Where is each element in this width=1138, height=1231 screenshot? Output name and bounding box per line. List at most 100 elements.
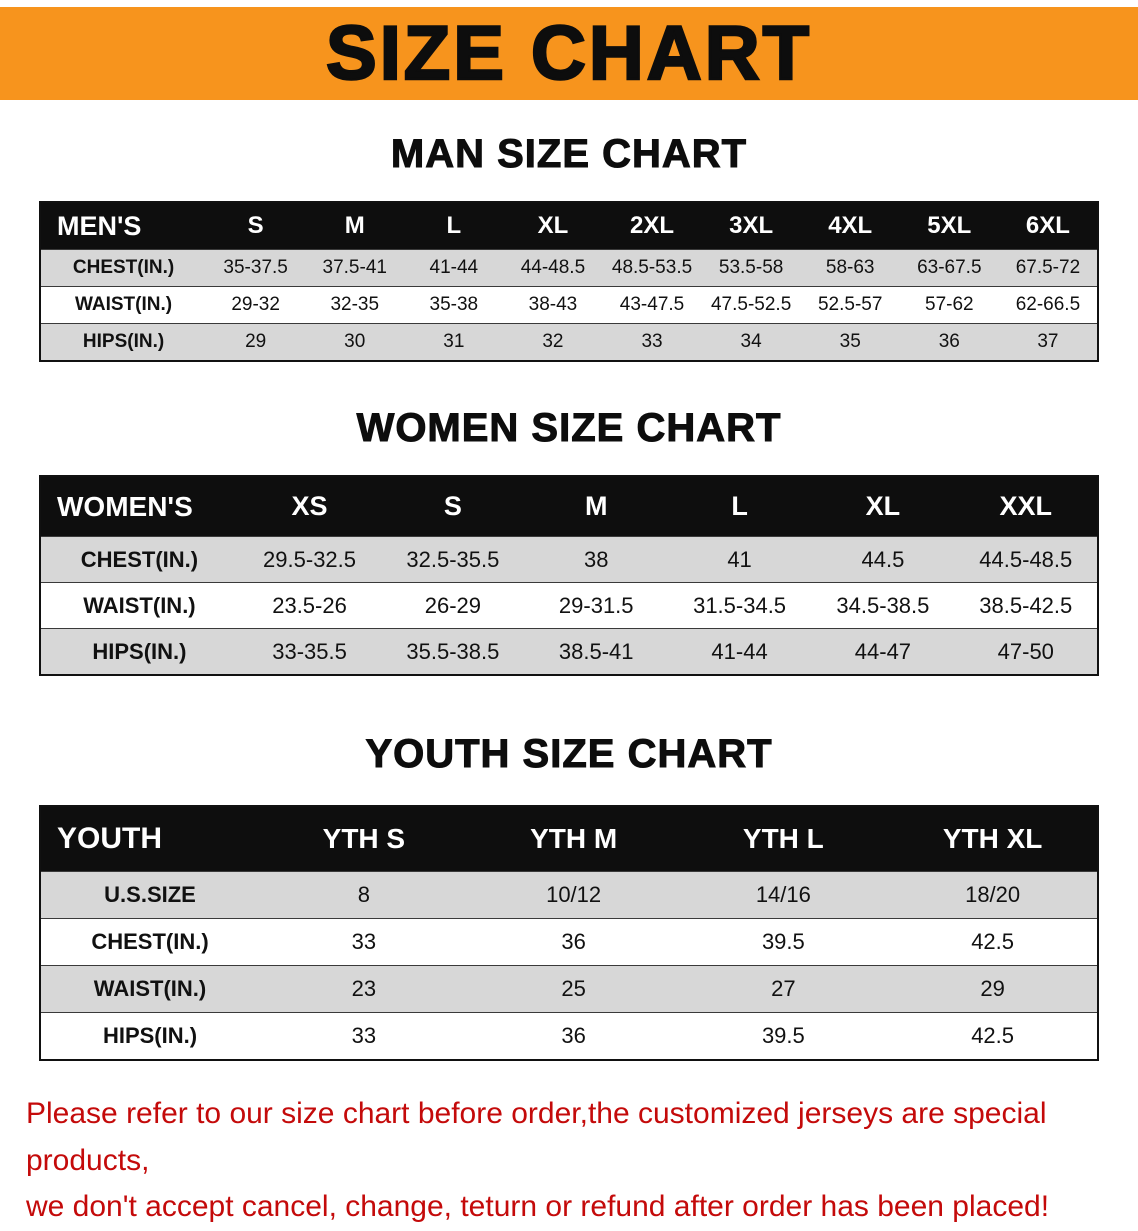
size-chart-banner: SIZE CHART (0, 7, 1138, 100)
size-header-cell: S (206, 202, 306, 250)
value-cell: 31.5-34.5 (667, 582, 812, 629)
value-cell: 35-38 (404, 286, 504, 324)
table-header-row: MEN'S S M L XL 2XL 3XL 4XL 5XL 6XL (40, 202, 1098, 250)
value-cell: 33 (259, 1012, 469, 1060)
table-row: WAIST(IN.) 23.5-26 26-29 29-31.5 31.5-34.5 34… (40, 582, 1098, 629)
value-cell: 67.5-72 (998, 249, 1098, 287)
size-header-cell: XS (237, 476, 382, 537)
value-cell: 32.5-35.5 (381, 536, 525, 583)
value-cell: 41-44 (404, 249, 504, 287)
order-notice: Please refer to our size chart before or… (26, 1091, 1112, 1231)
value-cell: 44.5-48.5 (954, 536, 1098, 583)
value-cell: 47-50 (954, 628, 1098, 675)
value-cell: 38.5-42.5 (954, 582, 1098, 629)
row-label-cell: WAIST(IN.) (40, 965, 260, 1013)
value-cell: 53.5-58 (701, 249, 801, 287)
value-cell: 36 (468, 918, 679, 966)
value-cell: 38.5-41 (524, 628, 668, 675)
youth-section-heading: YOUTH SIZE CHART (365, 732, 773, 777)
table-row: CHEST(IN.) 35-37.5 37.5-41 41-44 44-48.5 48.5… (40, 249, 1098, 287)
value-cell: 33 (602, 323, 702, 361)
value-cell: 30 (305, 323, 405, 361)
table-header-row: YOUTH YTH S YTH M YTH L YTH XL (40, 806, 1098, 872)
row-label-cell: CHEST(IN.) (40, 918, 260, 966)
row-label-cell: HIPS(IN.) (40, 1012, 260, 1060)
size-header-cell: 6XL (998, 202, 1098, 250)
size-header-cell: XL (503, 202, 603, 250)
table-title-cell: YOUTH (40, 806, 260, 872)
size-header-cell: L (404, 202, 504, 250)
table-row: WAIST(IN.) 29-32 32-35 35-38 38-43 43-47.5 47.… (40, 286, 1098, 324)
size-header-cell: YTH L (678, 806, 889, 872)
table-row: CHEST(IN.) 29.5-32.5 32.5-35.5 38 41 44.5 44.5… (40, 536, 1098, 583)
value-cell: 38-43 (503, 286, 603, 324)
value-cell: 29-32 (206, 286, 306, 324)
value-cell: 48.5-53.5 (602, 249, 702, 287)
value-cell: 26-29 (381, 582, 525, 629)
value-cell: 36 (899, 323, 999, 361)
value-cell: 62-66.5 (998, 286, 1098, 324)
row-label-cell: CHEST(IN.) (40, 249, 207, 287)
value-cell: 23 (259, 965, 469, 1013)
value-cell: 29-31.5 (524, 582, 668, 629)
row-label-cell: CHEST(IN.) (40, 536, 238, 583)
value-cell: 42.5 (888, 1012, 1098, 1060)
table-row: HIPS(IN.) 33-35.5 35.5-38.5 38.5-41 41-44 44-… (40, 628, 1098, 675)
value-cell: 58-63 (800, 249, 900, 287)
row-label-cell: U.S.SIZE (40, 871, 260, 919)
size-header-cell: 2XL (602, 202, 702, 250)
size-header-cell: S (381, 476, 525, 537)
page-title: SIZE CHART (325, 10, 812, 98)
row-label-cell: WAIST(IN.) (40, 286, 207, 324)
value-cell: 41 (667, 536, 812, 583)
value-cell: 32-35 (305, 286, 405, 324)
value-cell: 52.5-57 (800, 286, 900, 324)
size-header-cell: L (667, 476, 812, 537)
value-cell: 14/16 (678, 871, 889, 919)
value-cell: 35.5-38.5 (381, 628, 525, 675)
size-header-cell: YTH S (259, 806, 469, 872)
women-size-table: WOMEN'S XS S M L XL XXL CHEST(IN.) 29.5-32.5 32.5… (39, 475, 1099, 676)
value-cell: 37 (998, 323, 1098, 361)
size-header-cell: 3XL (701, 202, 801, 250)
size-header-cell: 5XL (899, 202, 999, 250)
value-cell: 33 (259, 918, 469, 966)
value-cell: 18/20 (888, 871, 1098, 919)
women-size-section: WOMEN SIZE CHART WOMEN'S XS S M L XL XXL CHEST(… (0, 406, 1138, 676)
row-label-cell: HIPS(IN.) (40, 323, 207, 361)
size-header-cell: YTH XL (888, 806, 1098, 872)
table-title-cell: MEN'S (40, 202, 207, 250)
notice-line-1: Please refer to our size chart before or… (26, 1097, 1047, 1177)
value-cell: 34.5-38.5 (811, 582, 955, 629)
value-cell: 47.5-52.5 (701, 286, 801, 324)
size-header-cell: YTH M (468, 806, 679, 872)
table-row: U.S.SIZE 8 10/12 14/16 18/20 (40, 871, 1098, 919)
value-cell: 27 (678, 965, 889, 1013)
value-cell: 44-47 (811, 628, 955, 675)
value-cell: 35 (800, 323, 900, 361)
value-cell: 39.5 (678, 918, 889, 966)
table-header-row: WOMEN'S XS S M L XL XXL (40, 476, 1098, 537)
men-section-heading: MAN SIZE CHART (390, 132, 748, 177)
table-title-cell: WOMEN'S (40, 476, 238, 537)
value-cell: 8 (259, 871, 469, 919)
table-row: CHEST(IN.) 33 36 39.5 42.5 (40, 918, 1098, 966)
value-cell: 44-48.5 (503, 249, 603, 287)
row-label-cell: HIPS(IN.) (40, 628, 238, 675)
value-cell: 25 (468, 965, 679, 1013)
value-cell: 37.5-41 (305, 249, 405, 287)
size-header-cell: 4XL (800, 202, 900, 250)
value-cell: 33-35.5 (237, 628, 382, 675)
value-cell: 63-67.5 (899, 249, 999, 287)
women-section-heading: WOMEN SIZE CHART (356, 406, 782, 451)
value-cell: 29 (206, 323, 306, 361)
notice-line-2: we don't accept cancel, change, teturn o… (26, 1190, 1050, 1223)
value-cell: 38 (524, 536, 668, 583)
size-header-cell: XXL (954, 476, 1098, 537)
value-cell: 36 (468, 1012, 679, 1060)
value-cell: 10/12 (468, 871, 679, 919)
table-row: WAIST(IN.) 23 25 27 29 (40, 965, 1098, 1013)
youth-size-table: YOUTH YTH S YTH M YTH L YTH XL U.S.SIZE 8 10/12… (39, 805, 1099, 1061)
value-cell: 29 (888, 965, 1098, 1013)
